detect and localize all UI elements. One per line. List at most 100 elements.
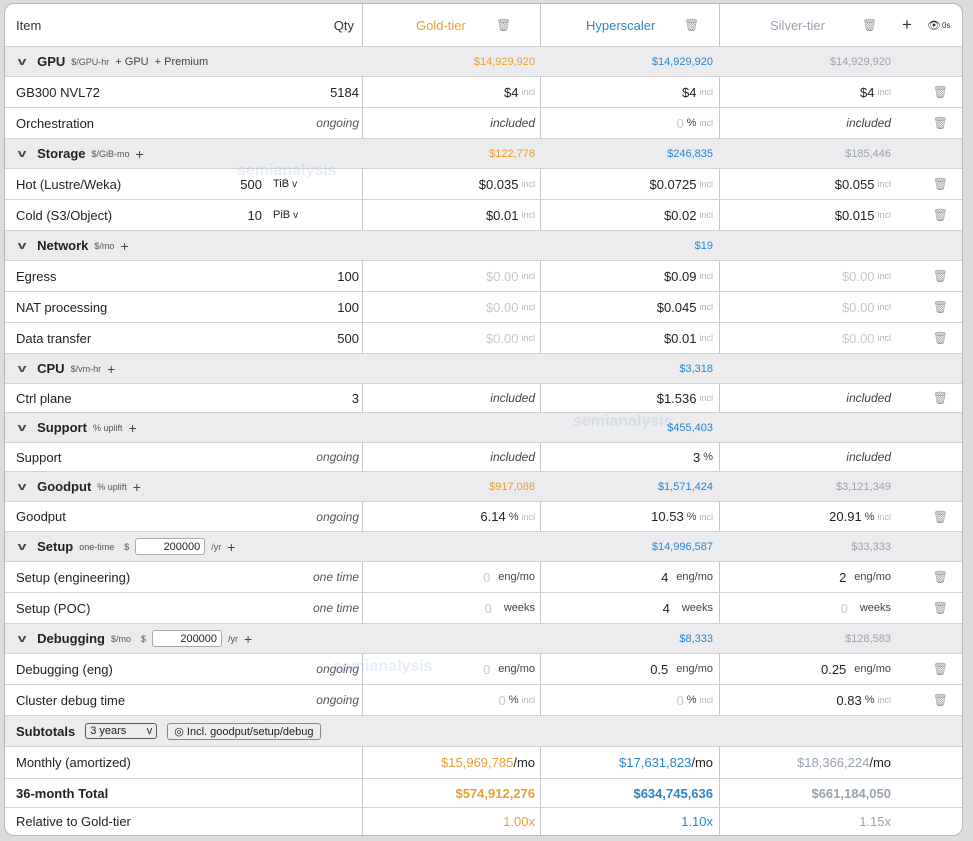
section-header[interactable]: v CPU $/vm-hr + (17, 360, 116, 377)
section-header[interactable]: v GPU $/GPU-hr + GPU + Premium (17, 54, 209, 69)
section-support: v Support% uplift + $455,403 (5, 413, 962, 443)
price-gold[interactable]: 0 eng/mo (483, 569, 535, 585)
price-hyperscaler[interactable]: $0.01 incl (663, 330, 713, 346)
table-row: Relative to Gold-tier 1.00x 1.10x 1.15x (5, 808, 962, 835)
price-gold[interactable]: included (490, 450, 535, 464)
section-header[interactable]: v Support% uplift + (17, 419, 137, 436)
price-gold[interactable]: $0.01 incl (485, 207, 535, 223)
price-silver[interactable]: included (846, 391, 891, 405)
price-gold[interactable]: 0% incl (498, 692, 535, 708)
price-silver[interactable]: 0.25 eng/mo (820, 661, 891, 677)
header-gold-tier[interactable]: Gold-tier (416, 17, 466, 33)
price-gold[interactable]: 0 weeks (484, 600, 535, 616)
row-qty[interactable]: 500 (337, 330, 359, 346)
price-hyperscaler[interactable]: $1.536 incl (656, 390, 713, 406)
delete-row-icon[interactable]: 🗑 (932, 570, 948, 584)
row-qty[interactable]: 100 (337, 268, 359, 284)
price-gold[interactable]: $0.035 incl (478, 176, 535, 192)
row-qty[interactable]: 100 (337, 299, 359, 315)
add-item-icon[interactable]: + (135, 145, 144, 162)
include-toggle-button[interactable]: ◎ Incl. goodput/setup/debug (167, 722, 321, 740)
delete-row-icon[interactable]: 🗑 (932, 331, 948, 345)
row-qty[interactable]: 5184 (330, 84, 359, 100)
delete-row-icon[interactable]: 🗑 (932, 509, 948, 524)
delete-row-icon[interactable]: 🗑 (932, 391, 948, 405)
price-hyperscaler[interactable]: $0.09 incl (663, 268, 713, 284)
delete-row-icon[interactable]: 🗑 (932, 85, 948, 99)
price-silver[interactable]: 2 eng/mo (839, 569, 891, 585)
add-column-button[interactable]: + (902, 15, 912, 34)
rate-input[interactable]: 200000 (152, 630, 223, 647)
rate-input[interactable]: 200000 (135, 538, 206, 555)
add-premium-button[interactable]: + Premium (154, 55, 209, 68)
row-qty[interactable]: 3 (351, 390, 359, 406)
row-qty[interactable]: 10 (247, 207, 262, 223)
unit-select[interactable]: PiB v (273, 209, 299, 221)
row-qty[interactable]: 500 (240, 176, 262, 192)
header-hyperscaler[interactable]: Hyperscaler (586, 17, 656, 33)
section-header[interactable]: v Storage $/GiB-mo + (17, 145, 144, 162)
price-gold[interactable]: 0 eng/mo (483, 661, 535, 677)
price-silver[interactable]: $0.00 incl (841, 299, 891, 315)
price-hyperscaler[interactable]: 0% incl (676, 692, 713, 708)
price-hyperscaler[interactable]: 0% incl (676, 115, 713, 131)
price-gold[interactable]: $0.00 incl (485, 330, 535, 346)
section-header[interactable]: v Setup one-time $200000/yr + (17, 538, 236, 555)
price-hyperscaler[interactable]: $4 incl (682, 84, 713, 100)
section-header[interactable]: v Network $/mo + (17, 237, 129, 254)
price-silver[interactable]: $4 incl (860, 84, 891, 100)
period-select[interactable]: 3 years v (85, 723, 158, 739)
price-silver[interactable]: $0.00 incl (841, 268, 891, 284)
header-silver-tier[interactable]: Silver-tier (770, 17, 825, 33)
delete-row-icon[interactable]: 🗑 (932, 601, 948, 615)
price-hyperscaler[interactable]: 10.53% incl (651, 509, 713, 524)
delete-row-icon[interactable]: 🗑 (932, 208, 948, 222)
price-hyperscaler[interactable]: $0.02 incl (663, 207, 713, 223)
price-gold[interactable]: included (490, 116, 535, 130)
delete-row-icon[interactable]: 🗑 (932, 693, 948, 707)
add-item-icon[interactable]: + (244, 630, 253, 647)
delete-row-icon[interactable]: 🗑 (932, 662, 948, 676)
subtotal-silver: $185,446 (845, 147, 891, 160)
add-item-icon[interactable]: + (227, 538, 236, 555)
delete-row-icon[interactable]: 🗑 (932, 269, 948, 283)
price-silver[interactable]: $0.015 incl (834, 207, 891, 223)
delete-row-icon[interactable]: 🗑 (932, 177, 948, 191)
price-gold[interactable]: $4 incl (504, 84, 535, 100)
price-silver[interactable]: 0.83% incl (836, 692, 891, 708)
price-hyperscaler[interactable]: 3% (692, 449, 713, 465)
section-header[interactable]: v Debugging $/mo $200000/yr + (17, 630, 253, 647)
price-silver[interactable]: 20.91% incl (829, 509, 891, 524)
price-hyperscaler[interactable]: 0.5 eng/mo (650, 661, 713, 677)
price-gold[interactable]: $0.00 incl (485, 268, 535, 284)
price-gold[interactable]: $0.00 incl (485, 299, 535, 315)
subtotal-gold: $917,088 (489, 480, 535, 493)
view-toggle[interactable]: 👁 0s (927, 19, 951, 32)
price-silver[interactable]: 0 weeks (840, 600, 891, 616)
price-gold[interactable]: 6.14% incl (480, 509, 535, 524)
price-silver[interactable]: $0.00 incl (841, 330, 891, 346)
row-name: Monthly (amortized) (16, 755, 131, 770)
unit-select[interactable]: TiB v (273, 178, 298, 190)
price-hyperscaler[interactable]: 4 weeks (662, 600, 713, 616)
price-hyperscaler[interactable]: 4 eng/mo (661, 569, 713, 585)
delete-row-icon[interactable]: 🗑 (932, 116, 948, 130)
price-silver[interactable]: included (846, 116, 891, 130)
delete-row-icon[interactable]: 🗑 (932, 300, 948, 314)
row-name: Setup (engineering) (16, 569, 131, 585)
add-gpu-button[interactable]: + GPU (115, 55, 149, 68)
section-header[interactable]: v Goodput% uplift + (17, 478, 141, 495)
add-item-icon[interactable]: + (128, 419, 137, 436)
add-item-icon[interactable]: + (132, 478, 141, 495)
price-silver[interactable]: $0.055 incl (834, 176, 891, 192)
price-hyperscaler[interactable]: $0.0725 incl (649, 176, 713, 192)
price-silver[interactable]: included (846, 450, 891, 464)
delete-column-icon[interactable]: 🗑 (684, 18, 700, 32)
add-item-icon[interactable]: + (120, 237, 129, 254)
delete-column-icon[interactable]: 🗑 (862, 18, 878, 32)
delete-column-icon[interactable]: 🗑 (496, 18, 512, 32)
price-hyperscaler[interactable]: $0.045 incl (656, 299, 713, 315)
table-row: Ctrl plane 3 included $1.536 incl include… (5, 384, 962, 413)
add-item-icon[interactable]: + (107, 360, 116, 377)
price-gold[interactable]: included (490, 391, 535, 405)
